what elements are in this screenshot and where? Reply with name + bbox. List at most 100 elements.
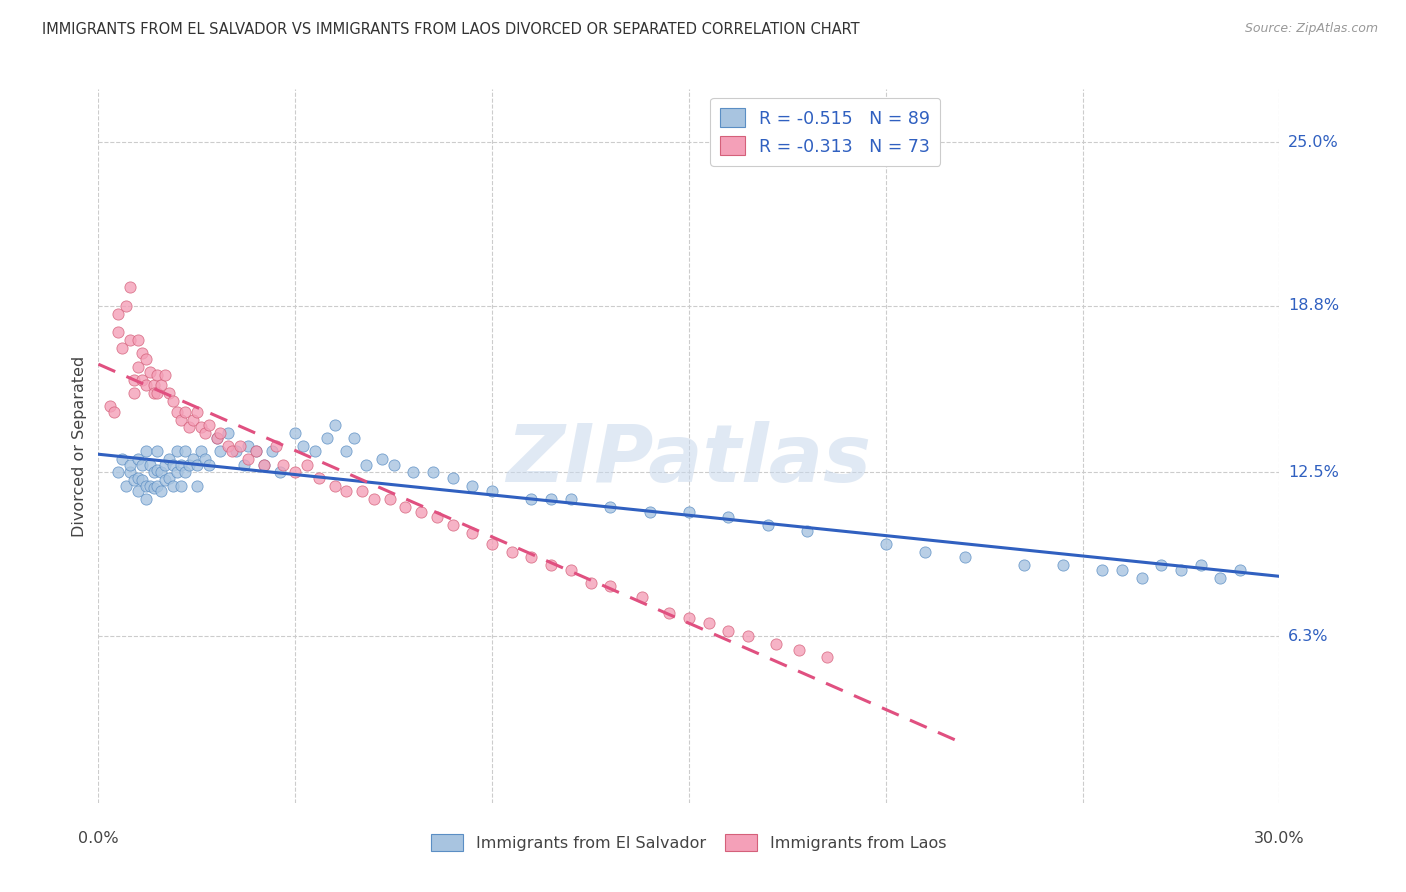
Point <box>269 466 291 480</box>
Point <box>394 500 416 514</box>
Point <box>155 368 177 382</box>
Point <box>411 505 433 519</box>
Point <box>170 412 193 426</box>
Point <box>273 458 295 472</box>
Point <box>717 624 740 638</box>
Point <box>190 444 212 458</box>
Point <box>138 458 160 472</box>
Point <box>717 510 740 524</box>
Point <box>225 444 247 458</box>
Point <box>138 365 160 379</box>
Text: 18.8%: 18.8% <box>1288 299 1339 313</box>
Point <box>135 444 157 458</box>
Point <box>170 458 193 472</box>
Point <box>579 576 602 591</box>
Point <box>378 491 401 506</box>
Point <box>118 280 141 294</box>
Point <box>461 526 484 541</box>
Point <box>382 458 405 472</box>
Point <box>520 549 543 564</box>
Point <box>304 444 326 458</box>
Point <box>103 404 125 418</box>
Point <box>209 425 232 440</box>
Point <box>1189 558 1212 572</box>
Point <box>146 463 169 477</box>
Point <box>678 505 700 519</box>
Point <box>422 466 444 480</box>
Point <box>343 431 366 445</box>
Point <box>1150 558 1173 572</box>
Point <box>146 368 169 382</box>
Point <box>122 474 145 488</box>
Point <box>111 341 134 355</box>
Point <box>560 563 582 577</box>
Point <box>363 491 385 506</box>
Point <box>481 537 503 551</box>
Point <box>138 478 160 492</box>
Point <box>162 478 184 492</box>
Point <box>186 404 208 418</box>
Point <box>737 629 759 643</box>
Text: 6.3%: 6.3% <box>1288 629 1329 644</box>
Point <box>142 378 165 392</box>
Point <box>315 431 337 445</box>
Point <box>205 431 228 445</box>
Point <box>796 524 818 538</box>
Point <box>914 545 936 559</box>
Point <box>233 458 256 472</box>
Point <box>481 483 503 498</box>
Point <box>229 439 252 453</box>
Point <box>107 326 129 340</box>
Text: Source: ZipAtlas.com: Source: ZipAtlas.com <box>1244 22 1378 36</box>
Point <box>181 412 204 426</box>
Point <box>127 333 149 347</box>
Point <box>1052 558 1074 572</box>
Point <box>157 386 180 401</box>
Point <box>174 444 197 458</box>
Point <box>166 466 188 480</box>
Point <box>127 452 149 467</box>
Point <box>599 579 621 593</box>
Point <box>630 590 652 604</box>
Point <box>658 606 681 620</box>
Point <box>122 373 145 387</box>
Point <box>1130 571 1153 585</box>
Point <box>150 378 173 392</box>
Point <box>875 537 897 551</box>
Point <box>131 458 153 472</box>
Point <box>190 420 212 434</box>
Point <box>142 386 165 401</box>
Point <box>292 439 315 453</box>
Text: 25.0%: 25.0% <box>1288 135 1339 150</box>
Point <box>284 425 307 440</box>
Point <box>245 444 267 458</box>
Point <box>150 483 173 498</box>
Point <box>107 307 129 321</box>
Point <box>142 466 165 480</box>
Point <box>352 483 374 498</box>
Point <box>221 444 243 458</box>
Point <box>697 616 720 631</box>
Point <box>1111 563 1133 577</box>
Point <box>155 458 177 472</box>
Point <box>131 346 153 360</box>
Point <box>122 386 145 401</box>
Point <box>131 373 153 387</box>
Point <box>197 417 219 432</box>
Point <box>441 518 464 533</box>
Text: ZIPatlas: ZIPatlas <box>506 421 872 500</box>
Point <box>174 466 197 480</box>
Point <box>194 452 217 467</box>
Point <box>127 483 149 498</box>
Point <box>146 444 169 458</box>
Point <box>118 458 141 472</box>
Point <box>115 299 138 313</box>
Point <box>236 439 259 453</box>
Point <box>135 491 157 506</box>
Point <box>787 642 810 657</box>
Point <box>115 478 138 492</box>
Point <box>157 471 180 485</box>
Text: 0.0%: 0.0% <box>79 830 118 846</box>
Point <box>335 483 357 498</box>
Point <box>166 444 188 458</box>
